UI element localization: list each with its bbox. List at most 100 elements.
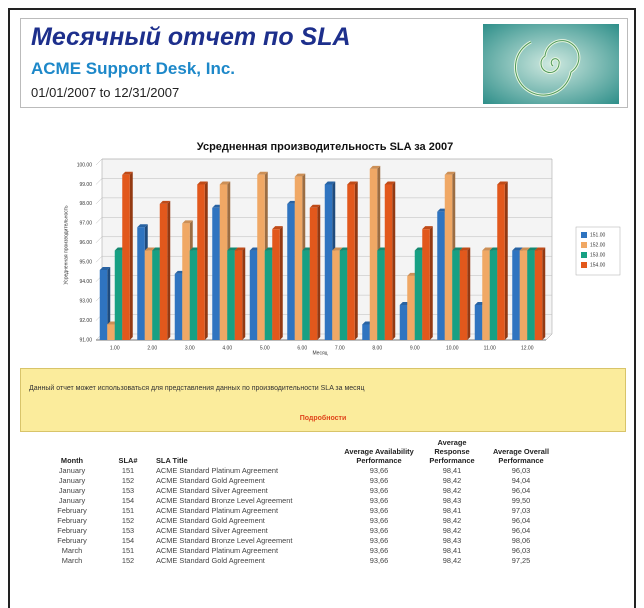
table-cell: ACME Standard Bronze Level Agreement (152, 536, 340, 546)
bar (460, 251, 468, 340)
y-axis-label: Усредненная производительность (63, 205, 69, 285)
legend-label: 151.00 (590, 232, 606, 238)
table-cell: 154 (104, 496, 152, 506)
bar-side (205, 181, 208, 340)
bar (497, 184, 505, 340)
y-tick-label: 98.00 (79, 201, 92, 207)
table-cell: ACME Standard Silver Agreement (152, 486, 340, 496)
x-tick-label: 1.00 (110, 345, 120, 351)
bar (377, 251, 385, 340)
bar (137, 227, 145, 340)
bar (302, 251, 310, 340)
table-cell: February (40, 506, 104, 516)
x-tick-label: 7.00 (335, 345, 345, 351)
bar (527, 251, 535, 340)
column-header: SLA# (104, 438, 152, 466)
y-tick-label: 97.00 (79, 221, 92, 227)
bar (490, 251, 498, 340)
table-row: February151ACME Standard Platinum Agreem… (40, 506, 556, 516)
x-tick-label: 4.00 (222, 345, 232, 351)
bar (452, 251, 460, 340)
table-cell: January (40, 496, 104, 506)
bar (190, 251, 198, 340)
table-cell: ACME Standard Gold Agreement (152, 516, 340, 526)
table-cell: 93,66 (340, 466, 418, 476)
table-row: January153ACME Standard Silver Agreement… (40, 486, 556, 496)
note-text: Данный отчет может использоваться для пр… (29, 385, 364, 392)
table-row: February152ACME Standard Gold Agreement9… (40, 516, 556, 526)
table-cell: January (40, 466, 104, 476)
bar-side (130, 172, 133, 340)
bar (100, 270, 108, 340)
table-cell: 98,41 (418, 506, 486, 516)
bar (107, 324, 115, 340)
report-title: Месячный отчет по SLA (31, 23, 351, 52)
table-cell: 93,66 (340, 536, 418, 546)
bar (520, 251, 528, 340)
table-cell: 98,42 (418, 526, 486, 536)
report-header: Месячный отчет по SLA ACME Support Desk,… (20, 18, 628, 108)
bar (257, 175, 265, 340)
y-tick-label: 96.00 (79, 240, 92, 246)
table-cell: February (40, 516, 104, 526)
bar (347, 184, 355, 340)
bar (227, 251, 235, 340)
bar (272, 229, 280, 340)
bar-side (317, 205, 320, 340)
bar (287, 204, 295, 340)
table-cell: 151 (104, 546, 152, 556)
table-cell: January (40, 476, 104, 486)
legend-label: 154.00 (590, 262, 606, 268)
bar-side (542, 248, 545, 340)
table-cell: 153 (104, 486, 152, 496)
x-tick-label: 3.00 (185, 345, 195, 351)
table-cell: February (40, 536, 104, 546)
bar-side (392, 181, 395, 340)
table-cell: 152 (104, 556, 152, 566)
bar (250, 251, 258, 340)
table-cell: 153 (104, 526, 152, 536)
bar (415, 251, 423, 340)
table-cell: 96,03 (486, 546, 556, 556)
x-tick-label: 6.00 (297, 345, 307, 351)
bar-side (167, 201, 170, 340)
bar (235, 251, 243, 340)
table-cell: 93,66 (340, 556, 418, 566)
table-cell: 96,04 (486, 516, 556, 526)
bar (512, 251, 520, 340)
table-row: February154ACME Standard Bronze Level Ag… (40, 536, 556, 546)
report-period: 01/01/2007 to 12/31/2007 (31, 85, 179, 100)
logo-image (483, 24, 619, 104)
bar (407, 276, 415, 340)
table-cell: January (40, 486, 104, 496)
x-tick-label: 11.00 (484, 345, 496, 351)
table-cell: 96,04 (486, 526, 556, 536)
table-cell: 99,50 (486, 496, 556, 506)
page: Месячный отчет по SLA ACME Support Desk,… (0, 0, 644, 597)
x-tick-label: 5.00 (260, 345, 270, 351)
legend-label: 153.00 (590, 252, 606, 258)
y-tick-label: 93.00 (79, 298, 92, 304)
column-header: Average Availability Performance (340, 438, 418, 466)
x-tick-label: 9.00 (410, 345, 420, 351)
table-row: January154ACME Standard Bronze Level Agr… (40, 496, 556, 506)
table-cell: 98,42 (418, 516, 486, 526)
bar (482, 251, 490, 340)
x-tick-label: 10.00 (446, 345, 459, 351)
bar (475, 305, 483, 340)
legend-swatch (581, 242, 587, 248)
column-header: Month (40, 438, 104, 466)
table-cell: ACME Standard Platinum Agreement (152, 506, 340, 516)
y-tick-label: 92.00 (79, 318, 92, 324)
bar (122, 175, 130, 340)
table-cell: 151 (104, 466, 152, 476)
bar (160, 204, 168, 340)
details-link[interactable]: Подробности (21, 415, 625, 422)
table-cell: ACME Standard Bronze Level Agreement (152, 496, 340, 506)
table-cell: 96,04 (486, 486, 556, 496)
bar-side (505, 181, 508, 340)
x-tick-label: 12.00 (521, 345, 534, 351)
table-cell: ACME Standard Gold Agreement (152, 476, 340, 486)
